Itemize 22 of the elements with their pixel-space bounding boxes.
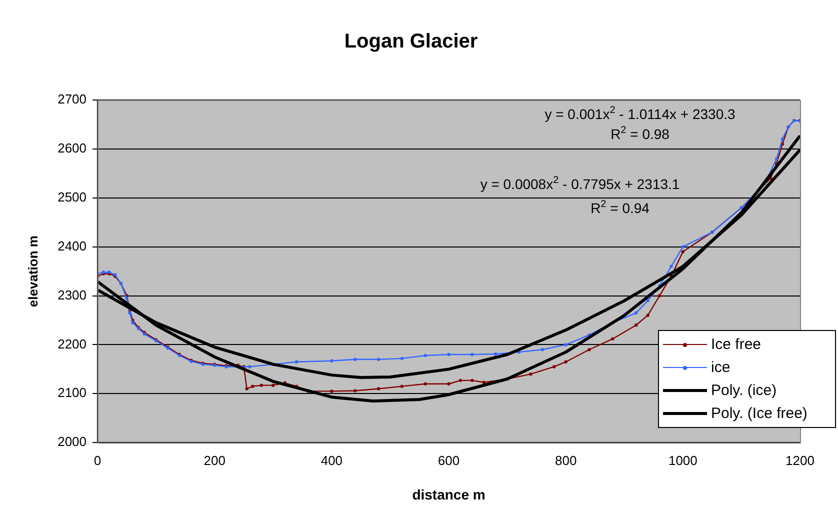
x-tick-label: 400 — [320, 452, 343, 468]
x-tick-label: 800 — [554, 452, 577, 468]
y-tick-label: 2000 — [58, 434, 87, 450]
legend-label: Poly. (Ice free) — [711, 405, 808, 422]
y-tick-label: 2500 — [58, 189, 87, 204]
y-tick-label: 2100 — [58, 385, 87, 400]
chart-title: Logan Glacier — [344, 30, 478, 53]
y-tick-label: 2400 — [58, 238, 87, 254]
x-tick-label: 1200 — [786, 452, 814, 468]
legend-label: Ice free — [711, 336, 762, 353]
x-tick-label: 600 — [438, 452, 460, 468]
x-tick-label: 200 — [204, 452, 226, 468]
x-axis-title: distance m — [412, 486, 486, 502]
legend-label: Poly. (ice) — [711, 382, 777, 399]
x-tick-label: 1000 — [668, 452, 698, 468]
legend-label: ice — [711, 359, 730, 376]
y-tick-label: 2300 — [58, 287, 87, 302]
y-tick-label: 2200 — [58, 336, 87, 352]
y-tick-label: 2600 — [58, 140, 87, 156]
x-tick-label: 0 — [94, 452, 102, 468]
y-tick-label: 2700 — [58, 92, 87, 107]
y-axis-title: elevation m — [25, 236, 40, 308]
